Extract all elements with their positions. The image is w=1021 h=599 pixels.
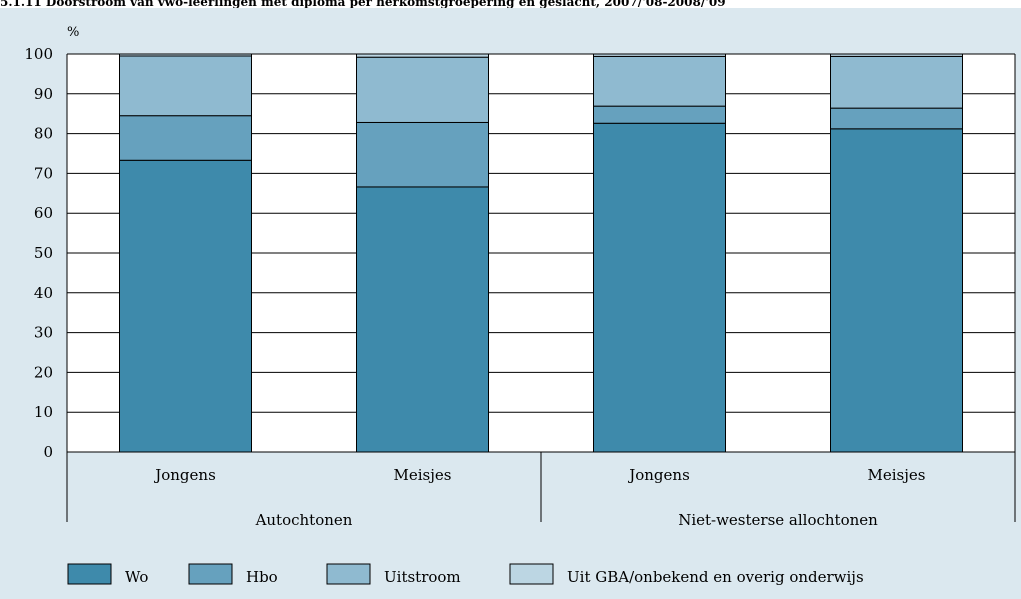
y-tick-label: 70 (34, 164, 53, 182)
legend-swatch (509, 563, 554, 585)
bar-wo-3 (830, 128, 963, 453)
legend-label: Uit GBA/onbekend en overig onderwijs (567, 568, 864, 586)
x-tick-label: Jongens (153, 466, 216, 484)
bar-wo-1 (356, 186, 489, 453)
bar-uitstroom-1 (356, 56, 489, 123)
y-tick-label: 60 (34, 204, 53, 222)
x-tick-label: Jongens (627, 466, 690, 484)
legend-label: Uitstroom (384, 568, 461, 586)
bars (119, 53, 963, 453)
group-label: Niet-westerse allochtonen (678, 511, 878, 529)
chart-title: 5.1.11 Doorstroom van vwo-leerlingen met… (0, 0, 726, 9)
x-tick-label: Meisjes (394, 466, 452, 484)
bar-uit-gba-onbekend-en-overig-onderwijs-1 (356, 53, 489, 58)
group-label: Autochtonen (255, 511, 353, 529)
y-tick-label: 80 (34, 125, 53, 143)
y-tick-label: 20 (34, 363, 53, 381)
bar-uit-gba-onbekend-en-overig-onderwijs-2 (593, 53, 726, 57)
bar-hbo-3 (830, 107, 963, 130)
bar-uitstroom-3 (830, 55, 963, 109)
y-axis-label: % (67, 25, 79, 40)
y-tick-label: 40 (34, 284, 53, 302)
legend-swatch (67, 563, 112, 585)
y-tick-label: 0 (43, 443, 53, 461)
axes: 0 10 20 30 40 50 60 70 80 90 100% Jongens Meisjes Jon… (24, 25, 1016, 529)
y-tick-label: 100 (24, 45, 53, 63)
y-tick-label: 10 (34, 403, 53, 421)
y-tick-label: 50 (34, 244, 53, 262)
x-tick-label: Meisjes (868, 466, 926, 484)
bar-wo-0 (119, 159, 252, 453)
bar-uitstroom-2 (593, 55, 726, 107)
bar-wo-2 (593, 122, 726, 453)
legend-label: Hbo (246, 568, 278, 586)
bar-uit-gba-onbekend-en-overig-onderwijs-0 (119, 53, 252, 57)
legend: Wo Hbo Uitstroom Uit GBA/onbekend en overig… (67, 563, 864, 586)
bar-hbo-0 (119, 115, 252, 161)
bar-uitstroom-0 (119, 55, 252, 117)
bar-hbo-2 (593, 105, 726, 124)
y-tick-label: 90 (34, 85, 53, 103)
legend-swatch (188, 563, 233, 585)
legend-label: Wo (125, 568, 148, 586)
legend-swatch (326, 563, 371, 585)
y-tick-label: 30 (34, 324, 53, 342)
bar-hbo-1 (356, 121, 489, 188)
bar-uit-gba-onbekend-en-overig-onderwijs-3 (830, 53, 963, 57)
